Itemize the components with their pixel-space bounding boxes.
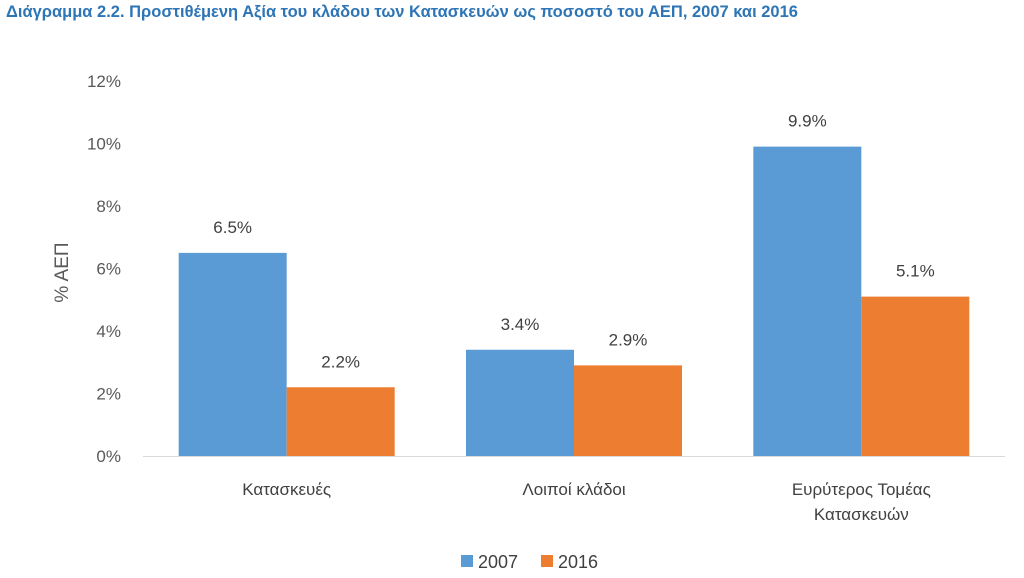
- y-tick-label: 10%: [87, 135, 121, 154]
- data-label: 2.9%: [609, 330, 648, 349]
- bar-2016: [861, 296, 970, 456]
- legend-label: 2007: [478, 552, 518, 572]
- bar-2007: [178, 252, 287, 456]
- data-label: 5.1%: [896, 262, 935, 281]
- data-label: 2.2%: [321, 352, 360, 371]
- bar-2007: [753, 146, 862, 456]
- y-tick-label: 4%: [96, 322, 121, 341]
- x-category-label: Κατασκευών: [814, 505, 909, 524]
- y-tick-label: 6%: [96, 260, 121, 279]
- legend-swatch-2007: [461, 555, 473, 567]
- y-axis-title: % ΑΕΠ: [52, 242, 73, 302]
- legend-swatch-2016: [541, 555, 553, 567]
- legend-label: 2016: [558, 552, 598, 572]
- bar-2007: [466, 349, 574, 456]
- data-label: 6.5%: [213, 218, 252, 237]
- x-category-label: Κατασκευές: [242, 480, 331, 499]
- bar-2016: [286, 387, 395, 456]
- data-label: 9.9%: [788, 112, 827, 131]
- bar-2016: [574, 365, 682, 456]
- y-tick-label: 0%: [96, 447, 121, 466]
- x-category-label: Λοιποί κλάδοι: [522, 480, 626, 499]
- x-category-label: Ευρύτερος Τομέας: [792, 480, 931, 499]
- y-tick-label: 8%: [96, 197, 121, 216]
- y-tick-label: 12%: [87, 72, 121, 91]
- data-label: 3.4%: [501, 315, 540, 334]
- chart-title: Διάγραμμα 2.2. Προστιθέμενη Αξία του κλά…: [6, 3, 798, 21]
- y-tick-label: 2%: [96, 385, 121, 404]
